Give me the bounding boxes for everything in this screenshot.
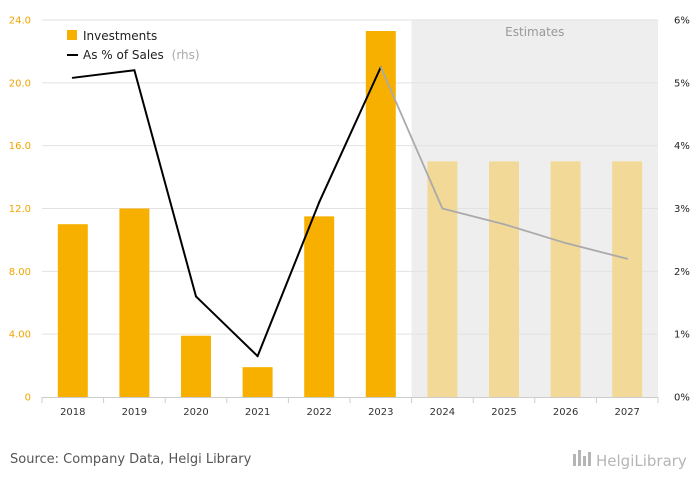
brand-logo: HelgiLibrary xyxy=(573,450,687,470)
left-tick-label: 20.0 xyxy=(9,78,31,89)
left-tick-label: 24.0 xyxy=(9,16,31,27)
left-tick-label: 0 xyxy=(25,393,31,404)
svg-text:As % of Sales (rhs): As % of Sales (rhs) xyxy=(83,48,200,62)
right-tick-label: 5% xyxy=(674,78,690,89)
legend-swatch-investments xyxy=(67,30,77,40)
brand-name: HelgiLibrary xyxy=(596,452,687,470)
sales-line-segment xyxy=(318,66,382,204)
investment-bar xyxy=(427,161,458,397)
legend: Investments As % of Sales (rhs) xyxy=(67,29,200,62)
source-note: Source: Company Data, Helgi Library xyxy=(10,452,252,467)
investment-bar xyxy=(181,335,211,397)
x-tick-label: 2022 xyxy=(306,407,331,418)
x-tick-label: 2027 xyxy=(614,407,639,418)
x-tick-label: 2018 xyxy=(60,407,85,418)
x-tick-label: 2023 xyxy=(368,407,393,418)
right-tick-label: 2% xyxy=(674,267,690,278)
investment-bar xyxy=(489,161,519,397)
investment-bar xyxy=(119,208,150,397)
investment-bar xyxy=(57,224,88,397)
x-tick-label: 2026 xyxy=(553,407,578,418)
right-tick-label: 3% xyxy=(674,204,690,215)
sales-line-segment xyxy=(503,223,567,244)
investment-bar xyxy=(365,30,396,398)
right-tick-label: 1% xyxy=(674,330,690,341)
right-tick-label: 6% xyxy=(674,16,690,27)
estimates-label: Estimates xyxy=(505,25,564,39)
x-tick-label: 2019 xyxy=(122,407,147,418)
legend-label-investments: Investments xyxy=(83,29,157,43)
sales-line-segment xyxy=(379,66,444,210)
x-tick-label: 2020 xyxy=(183,407,208,418)
left-tick-label: 8.00 xyxy=(9,267,31,278)
investment-bar xyxy=(550,161,581,397)
right-tick-label: 4% xyxy=(674,141,690,152)
left-tick-label: 16.0 xyxy=(9,141,31,152)
sales-line-segment xyxy=(71,69,136,79)
investment-bar xyxy=(242,367,273,397)
sales-line-segment xyxy=(564,242,629,260)
investment-bar xyxy=(612,161,643,397)
sales-line-segment xyxy=(195,295,259,358)
x-tick-label: 2025 xyxy=(491,407,516,418)
sales-line-segment xyxy=(133,69,197,298)
sales-line-segment xyxy=(441,207,505,226)
x-tick-label: 2021 xyxy=(245,407,270,418)
sales-line-segment xyxy=(256,201,321,358)
legend-label-sales-suffix: (rhs) xyxy=(172,48,200,62)
investment-bar xyxy=(304,216,335,397)
left-tick-label: 4.00 xyxy=(9,330,31,341)
legend-label-sales: As % of Sales xyxy=(83,48,164,62)
left-tick-label: 12.0 xyxy=(9,204,31,215)
right-tick-label: 0% xyxy=(674,393,690,404)
x-tick-label: 2024 xyxy=(430,407,455,418)
